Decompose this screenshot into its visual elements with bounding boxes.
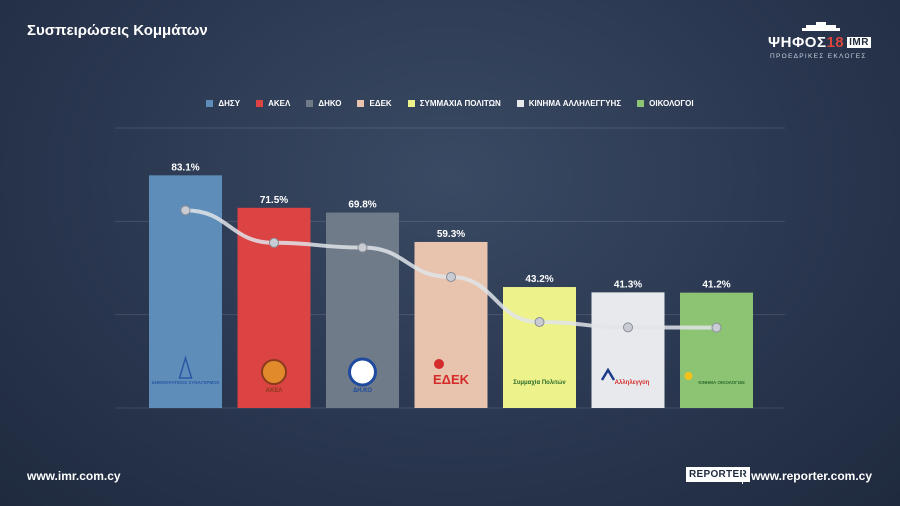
- reporter-logo: REPORTER: [686, 467, 750, 482]
- legend-swatch: [637, 100, 645, 107]
- edek-logo: ΕΔΕΚ: [433, 372, 470, 387]
- legend-swatch: [206, 100, 214, 107]
- legend-swatch: [357, 100, 365, 107]
- legend-label: ΔΗΣΥ: [218, 99, 241, 108]
- akel-logo: ΑΚΕΛ: [266, 388, 283, 394]
- data-label: 83.1%: [171, 162, 199, 173]
- data-label: 69.8%: [348, 200, 376, 211]
- legend-item: ΕΔΕΚ: [357, 99, 392, 108]
- parliament-icon: [802, 22, 840, 31]
- bar: [414, 241, 488, 408]
- trend-point: [269, 237, 279, 248]
- trend-point: [534, 317, 545, 328]
- trend-point: [711, 322, 722, 333]
- footer-divider: [742, 468, 743, 484]
- legend-item: ΟΙΚΟΛΟΓΟΙ: [637, 99, 694, 108]
- trend-point: [357, 242, 368, 253]
- disy-dove-icon: [178, 355, 193, 379]
- diko-logo: ΔΗ.ΚΟ: [353, 388, 372, 394]
- data-label: 41.2%: [702, 280, 730, 291]
- chart-legend: ΔΗΣΥ ΑΚΕΛ ΔΗΚΟ ΕΔΕΚ ΣΥΜΜΑΧΙΑ ΠΟΛΙΤΩΝ ΚΙΝΗΜΑ Α…: [0, 99, 900, 108]
- data-label: 43.2%: [525, 274, 553, 285]
- legend-label: ΣΥΜΜΑΧΙΑ ΠΟΛΙΤΩΝ: [419, 99, 501, 108]
- bar: [591, 292, 665, 408]
- legend-item: ΔΗΣΥ: [206, 99, 240, 108]
- data-label: 71.5%: [260, 195, 288, 206]
- diko-logo-icon: [348, 357, 377, 387]
- logo-main-text: ΨΗΦΟΣ: [768, 34, 827, 51]
- oikologoi-logo: ΚΙΝΗΜΑ ΟΙΚΟΛΟΓΩΝ: [698, 380, 744, 385]
- chart-title: Συσπειρώσεις Κομμάτων: [27, 22, 208, 39]
- legend-swatch: [516, 100, 524, 107]
- legend-label: ΕΔΕΚ: [369, 99, 392, 108]
- legend-item: ΑΚΕΛ: [256, 99, 290, 108]
- logo-number: 18: [826, 34, 845, 51]
- legend-label: ΔΗΚΟ: [318, 99, 342, 108]
- legend-item: ΚΙΝΗΜΑ ΑΛΛΗΛΕΓΓΥΗΣ: [516, 99, 622, 108]
- legend-swatch: [256, 100, 264, 107]
- trend-point: [446, 271, 456, 282]
- logo-subtitle: ΠΡΟΕΔΡΙΚΕΣ ΕΚΛΟΓΕΣ: [770, 53, 867, 60]
- allilegyi-logo: Αλληλεγγύη: [615, 380, 650, 386]
- reporter-website-link[interactable]: www.reporter.com.cy: [751, 469, 872, 483]
- bar: [503, 287, 576, 408]
- legend-swatch: [306, 100, 314, 107]
- legend-item: ΣΥΜΜΑΧΙΑ ΠΟΛΙΤΩΝ: [407, 99, 501, 108]
- edek-rose-icon: [434, 359, 444, 369]
- symmaxia-logo: Συμμαχία Πολιτών: [513, 380, 566, 386]
- disy-logo: ΔΗΜΟΚΡΑΤΙΚΟΣ ΣΥΝΑΓΕΡΜΟΣ: [152, 380, 220, 385]
- legend-label: ΑΚΕΛ: [268, 99, 291, 108]
- trend-point: [180, 205, 191, 216]
- legend-label: ΟΙΚΟΛΟΓΟΙ: [649, 99, 694, 108]
- legend-swatch: [407, 100, 415, 107]
- imr-badge: IMR: [847, 37, 871, 48]
- data-label: 59.3%: [437, 229, 465, 240]
- bar: [680, 292, 753, 408]
- trend-point: [623, 322, 633, 333]
- akel-logo-icon: [261, 359, 287, 385]
- allilegyi-mountain-icon: [600, 367, 616, 381]
- data-label: 41.3%: [614, 279, 642, 290]
- oikologoi-flower-icon: [684, 372, 693, 380]
- psifos18-logo: ΨΗΦΟΣ18 IMR ΠΡΟΕΔΡΙΚΕΣ ΕΚΛΟΓΕΣ: [768, 22, 876, 62]
- legend-item: ΔΗΚΟ: [306, 99, 341, 108]
- imr-website-link[interactable]: www.imr.com.cy: [27, 469, 121, 483]
- legend-label: ΚΙΝΗΜΑ ΑΛΛΗΛΕΓΓΥΗΣ: [528, 99, 622, 108]
